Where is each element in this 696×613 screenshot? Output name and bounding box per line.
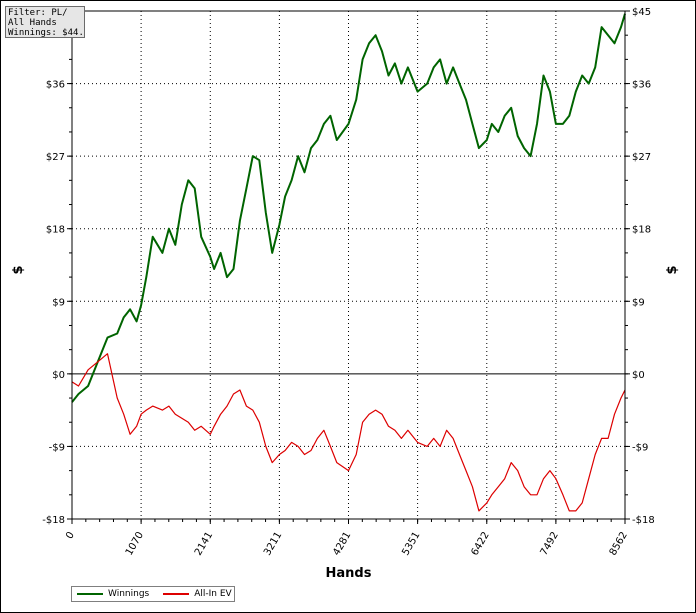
y-tick-label-right: $18 xyxy=(632,225,651,236)
x-tick-label: 0 xyxy=(64,530,77,541)
legend-label-allin-ev: All-In EV xyxy=(194,589,232,599)
y-tick-label-left: $18 xyxy=(46,225,65,236)
y-tick-label-left: -$18 xyxy=(42,515,65,526)
filter-label: Filter: PL/ xyxy=(8,8,68,18)
x-tick-label: 6422 xyxy=(469,530,491,558)
legend-swatch-winnings xyxy=(77,593,103,595)
x-tick-label: 1070 xyxy=(124,530,146,558)
y-tick-label-right: -$9 xyxy=(632,442,648,453)
x-tick-label: 7492 xyxy=(539,530,561,558)
y-tick-label-right: -$18 xyxy=(632,515,655,526)
y-tick-label-right: $45 xyxy=(632,7,651,18)
legend: Winnings All-In EV xyxy=(71,586,235,602)
x-tick-label: 4281 xyxy=(331,530,353,558)
x-tick-label: 8562 xyxy=(608,530,630,558)
x-axis-title: Hands xyxy=(326,566,372,581)
legend-entry-winnings: Winnings xyxy=(77,589,149,599)
axis-ticks xyxy=(67,10,630,524)
y-tick-label-left: -$9 xyxy=(49,442,65,453)
y-tick-label-left: $27 xyxy=(46,152,65,163)
x-tick-label: 2141 xyxy=(193,530,215,558)
y-axis-title-left: $ xyxy=(11,265,26,274)
winnings-line xyxy=(71,13,626,403)
series-layer xyxy=(71,13,626,512)
y-tick-label-right: $27 xyxy=(632,152,651,163)
y-tick-label-right: $36 xyxy=(632,80,651,91)
y-tick-label-left: $9 xyxy=(52,297,65,308)
y-tick-label-left: $0 xyxy=(52,370,65,381)
legend-label-winnings: Winnings xyxy=(108,589,150,599)
grid xyxy=(72,11,625,519)
filter-info-box: Filter: PL/ All Hands Winnings: $44.67 xyxy=(5,6,85,38)
allin-ev-line xyxy=(71,353,626,512)
y-tick-label-left: $36 xyxy=(46,80,65,91)
hands-label: All Hands xyxy=(8,18,57,28)
legend-entry-allin-ev: All-In EV xyxy=(163,589,232,599)
x-tick-label: 5351 xyxy=(400,530,422,558)
y-axis-title-right: $ xyxy=(665,265,680,274)
x-tick-label: 3211 xyxy=(262,530,284,558)
winnings-total-label: Winnings: $44.67 xyxy=(8,28,84,38)
y-tick-label-right: $0 xyxy=(632,370,645,381)
y-tick-label-right: $9 xyxy=(632,297,645,308)
legend-swatch-allin-ev xyxy=(163,593,190,595)
